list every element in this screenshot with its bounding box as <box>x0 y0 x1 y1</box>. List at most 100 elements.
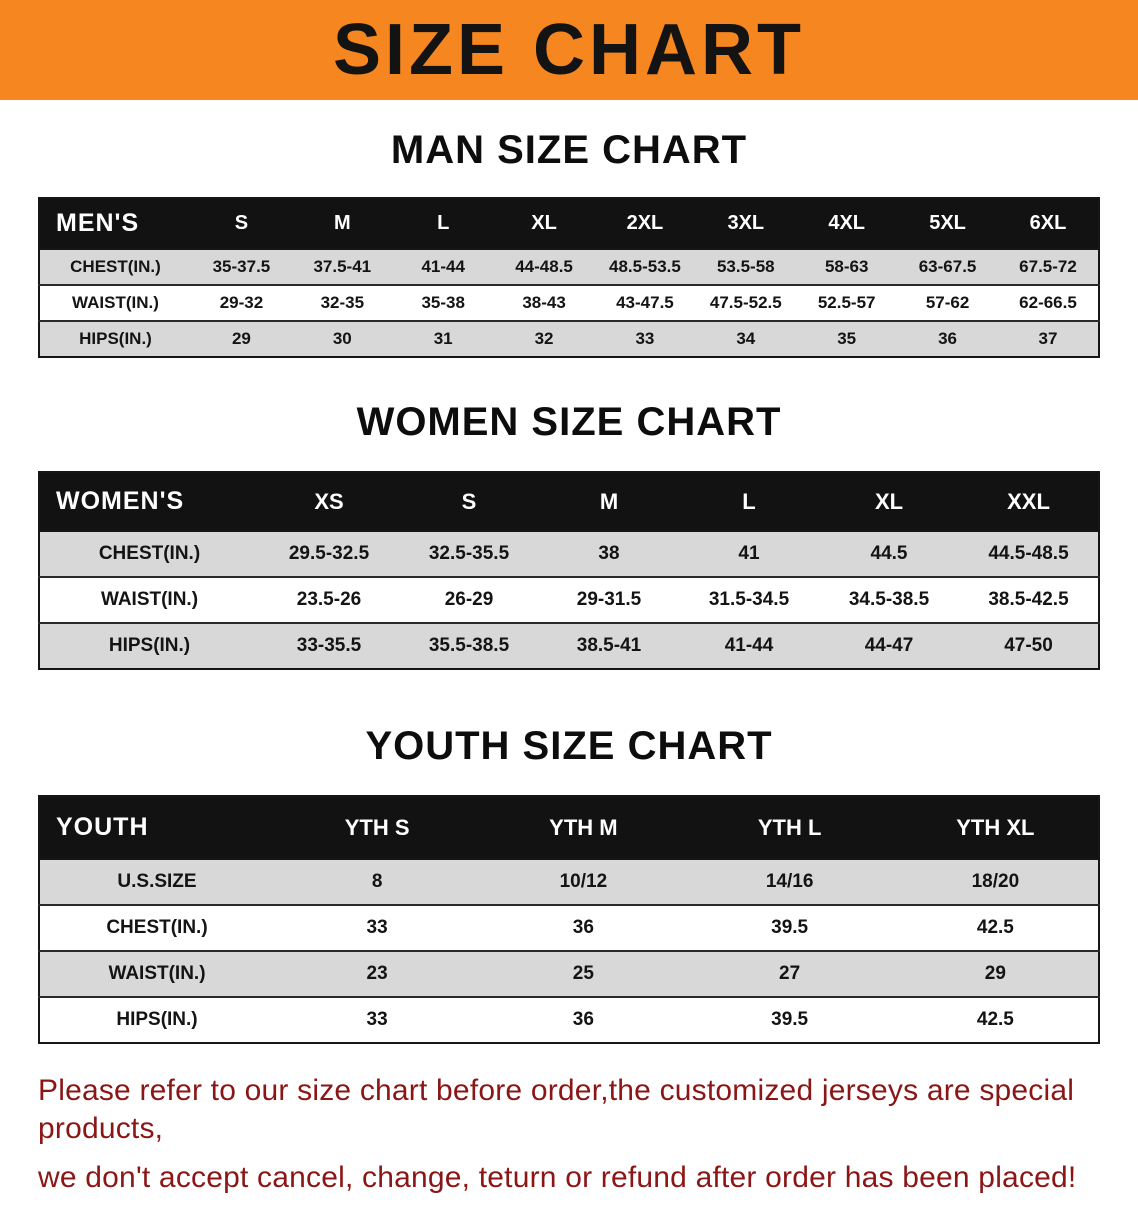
men-size-table: MEN'S S M L XL 2XL 3XL 4XL 5XL 6XL CHEST(IN.) 35-37… <box>38 197 1100 358</box>
size-value-cell: 44.5 <box>819 531 959 578</box>
size-value-cell: 29-32 <box>191 285 292 322</box>
table-header-row: YOUTH YTH S YTH M YTH L YTH XL <box>39 796 1099 860</box>
measurement-row-label: CHEST(IN.) <box>39 531 259 578</box>
men-size-chart-section: MAN SIZE CHART MEN'S S M L XL 2XL 3XL 4XL 5XL 6XL C… <box>0 128 1138 358</box>
size-value-cell: 58-63 <box>796 249 898 286</box>
size-value-cell: 37.5-41 <box>291 249 393 286</box>
size-value-cell: 27 <box>686 951 893 998</box>
measurement-row-label: HIPS(IN.) <box>108 635 191 656</box>
size-value-cell: 36 <box>572 1009 594 1030</box>
youth-size-chart-section: YOUTH SIZE CHART YOUTH YTH S YTH M YTH L YTH … <box>0 724 1138 1044</box>
measurement-row: WAIST(IN.) 23 25 27 29 <box>39 951 1099 998</box>
size-value-cell: 26-29 <box>399 577 539 624</box>
size-value-cell: 41-44 <box>392 249 494 286</box>
size-value-cell: 31 <box>433 329 453 348</box>
size-value-cell: 8 <box>274 859 481 906</box>
size-value-cell: 62-66.5 <box>998 285 1099 322</box>
size-value-cell: 29.5-32.5 <box>259 531 399 578</box>
size-value-cell: 31.5-34.5 <box>679 577 819 624</box>
women-size-chart-section: WOMEN SIZE CHART WOMEN'S XS S M L XL XXL CHEST(I… <box>0 400 1138 670</box>
women-section-heading: WOMEN SIZE CHART <box>356 400 782 444</box>
size-value-cell: 23 <box>274 951 481 998</box>
size-value-cell: 53.5-58 <box>695 249 797 286</box>
youth-size-table: YOUTH YTH S YTH M YTH L YTH XL U.S.SIZE 8 10/12… <box>38 795 1100 1044</box>
measurement-row-label: HIPS(IN.) <box>79 329 152 348</box>
size-value-cell: 25 <box>480 951 687 998</box>
youth-section-heading: YOUTH SIZE CHART <box>365 724 773 768</box>
size-value-cell: 32 <box>534 329 554 348</box>
measurement-row: HIPS(IN.) 33-35.5 35.5-38.5 38.5-41 41-44 44-… <box>39 623 1099 669</box>
size-value-cell: 47.5-52.5 <box>695 285 797 322</box>
size-value-cell: 32.5-35.5 <box>399 531 539 578</box>
size-value-cell: 29 <box>892 951 1099 998</box>
size-column-header: YTH XL <box>892 796 1099 860</box>
size-value-cell: 33 <box>635 329 655 348</box>
measurement-row: WAIST(IN.) 29-32 32-35 35-38 38-43 43-47.5 47.… <box>39 285 1099 322</box>
size-column-header: M <box>539 472 679 532</box>
size-column-header: 4XL <box>796 198 898 250</box>
size-column-header: XXL <box>959 472 1099 532</box>
size-value-cell: 39.5 <box>686 905 893 952</box>
size-column-header: S <box>191 198 292 250</box>
size-column-header: S <box>399 472 539 532</box>
measurement-row: HIPS(IN.) 29 30 31 32 33 34 35 36 37 <box>39 321 1099 357</box>
size-value-cell: 30 <box>332 329 352 348</box>
size-column-header: YTH L <box>686 796 893 860</box>
footer-notice: Please refer to our size chart before or… <box>38 1072 1100 1197</box>
men-section-heading: MAN SIZE CHART <box>390 128 748 172</box>
size-value-cell: 67.5-72 <box>998 249 1099 286</box>
notice-line-2: we don't accept cancel, change, teturn o… <box>38 1161 1077 1194</box>
size-value-cell: 33 <box>366 1009 388 1030</box>
size-value-cell: 34.5-38.5 <box>819 577 959 624</box>
size-column-header: L <box>392 198 494 250</box>
size-value-cell: 44-47 <box>864 635 914 656</box>
size-value-cell: 52.5-57 <box>796 285 898 322</box>
measurement-row: CHEST(IN.) 29.5-32.5 32.5-35.5 38 41 44.5 44.5… <box>39 531 1099 578</box>
measurement-row-label: U.S.SIZE <box>39 859 274 906</box>
size-value-cell: 35 <box>837 329 857 348</box>
size-column-header: M <box>291 198 393 250</box>
table-group-label: WOMEN'S <box>39 472 259 532</box>
measurement-row: WAIST(IN.) 23.5-26 26-29 29-31.5 31.5-34.5 34… <box>39 577 1099 624</box>
size-value-cell: 48.5-53.5 <box>594 249 696 286</box>
size-value-cell: 36 <box>480 905 687 952</box>
measurement-row-label: WAIST(IN.) <box>39 285 191 322</box>
measurement-row-label: HIPS(IN.) <box>116 1009 198 1030</box>
size-column-header: XS <box>259 472 399 532</box>
size-column-header: 3XL <box>695 198 797 250</box>
size-value-cell: 42.5 <box>892 905 1099 952</box>
size-column-header: 6XL <box>998 198 1099 250</box>
measurement-row-label: CHEST(IN.) <box>39 249 191 286</box>
size-value-cell: 44.5-48.5 <box>959 531 1099 578</box>
size-value-cell: 34 <box>736 329 756 348</box>
size-value-cell: 44-48.5 <box>493 249 595 286</box>
size-value-cell: 57-62 <box>897 285 998 322</box>
size-column-header: XL <box>819 472 959 532</box>
page-title: SIZE CHART <box>333 10 805 90</box>
size-value-cell: 35-37.5 <box>191 249 292 286</box>
size-value-cell: 63-67.5 <box>897 249 998 286</box>
notice-line-1: Please refer to our size chart before or… <box>38 1074 1075 1145</box>
size-value-cell: 23.5-26 <box>259 577 399 624</box>
size-value-cell: 10/12 <box>480 859 687 906</box>
size-value-cell: 33-35.5 <box>296 635 362 656</box>
measurement-row: CHEST(IN.) 33 36 39.5 42.5 <box>39 905 1099 952</box>
size-value-cell: 38.5-41 <box>576 635 642 656</box>
table-header-row: WOMEN'S XS S M L XL XXL <box>39 472 1099 532</box>
size-column-header: XL <box>493 198 595 250</box>
measurement-row: CHEST(IN.) 35-37.5 37.5-41 41-44 44-48.5 48.5… <box>39 249 1099 286</box>
size-value-cell: 38.5-42.5 <box>959 577 1099 624</box>
size-value-cell: 14/16 <box>686 859 893 906</box>
table-group-label: YOUTH <box>39 796 274 860</box>
size-value-cell: 33 <box>274 905 481 952</box>
size-value-cell: 35.5-38.5 <box>428 635 510 656</box>
measurement-row: U.S.SIZE 8 10/12 14/16 18/20 <box>39 859 1099 906</box>
measurement-row-label: CHEST(IN.) <box>39 905 274 952</box>
size-column-header: 2XL <box>594 198 696 250</box>
size-value-cell: 47-50 <box>1004 635 1053 656</box>
size-value-cell: 42.5 <box>976 1009 1014 1030</box>
measurement-row-label: WAIST(IN.) <box>39 577 259 624</box>
size-column-header: YTH S <box>274 796 481 860</box>
size-column-header: YTH M <box>480 796 687 860</box>
